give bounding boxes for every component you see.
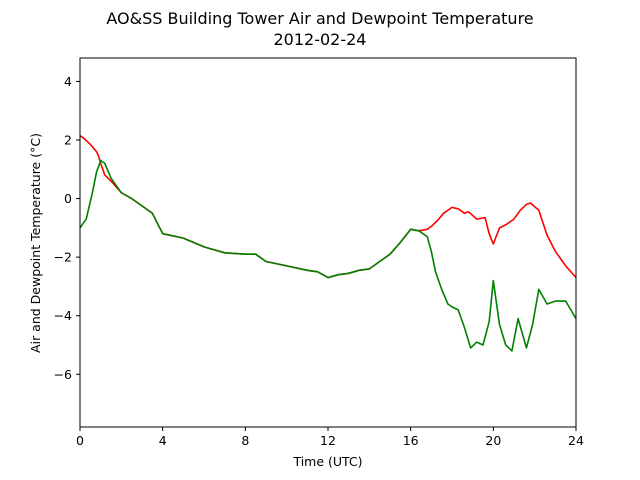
y-tick-label: 4 bbox=[64, 74, 72, 89]
y-tick-label: −4 bbox=[54, 308, 72, 323]
y-axis-label: Air and Dewpoint Temperature (°C) bbox=[28, 133, 43, 353]
y-tick-label: 2 bbox=[64, 133, 72, 148]
y-tick-label: −2 bbox=[54, 250, 72, 265]
x-tick-label: 24 bbox=[568, 433, 584, 448]
x-tick-label: 12 bbox=[320, 433, 336, 448]
x-tick-label: 0 bbox=[76, 433, 84, 448]
x-tick-label: 20 bbox=[485, 433, 501, 448]
chart-title: AO&SS Building Tower Air and Dewpoint Te… bbox=[106, 9, 533, 28]
x-tick-label: 4 bbox=[159, 433, 167, 448]
series-line-2 bbox=[79, 159, 577, 352]
x-tick-label: 16 bbox=[403, 433, 419, 448]
plot-frame bbox=[79, 57, 577, 428]
y-tick-label: −6 bbox=[54, 367, 72, 382]
y-tick-label: 0 bbox=[64, 191, 72, 206]
x-tick-label: 8 bbox=[241, 433, 249, 448]
chart-subtitle: 2012-02-24 bbox=[274, 30, 367, 49]
series-line-1 bbox=[79, 134, 577, 279]
x-axis-label: Time (UTC) bbox=[292, 454, 362, 469]
